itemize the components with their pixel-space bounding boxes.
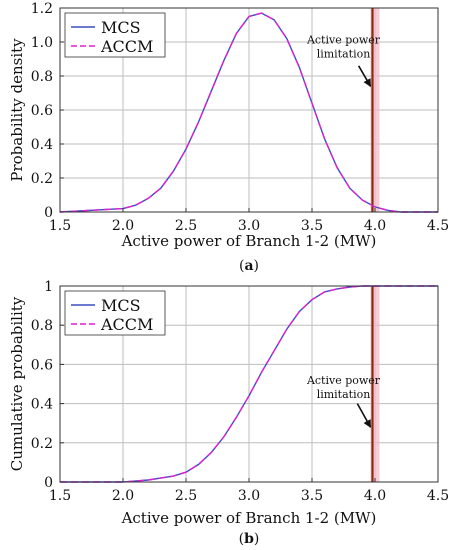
x-tick-label: 1.5: [49, 218, 71, 234]
annotation-text: Active power: [306, 34, 381, 47]
annotation-text: limitation: [317, 388, 371, 401]
legend-label-accm: ACCM: [100, 315, 153, 334]
x-axis-label: Active power of Branch 1-2 (MW): [121, 509, 377, 527]
panel-caption: (b): [239, 531, 260, 547]
x-tick-label: 3.5: [301, 488, 323, 504]
annotation-text: Active power: [306, 374, 381, 387]
legend-label-accm: ACCM: [100, 37, 153, 56]
x-tick-label: 3.5: [301, 218, 323, 234]
chart-panel-a: 1.5 2.0 2.5 3.0 3.5 4.0 4.5 0 0.2 0.4 0.6 0.8 1.0 1.2…: [8, 1, 449, 274]
x-tick-label: 4.0: [364, 488, 386, 504]
x-tick-label: 2.0: [112, 488, 134, 504]
y-tick-label: 0.2: [31, 171, 53, 187]
legend-label-mcs: MCS: [101, 18, 141, 37]
series-line-accm: [59, 12, 438, 213]
x-tick-label: 4.0: [364, 218, 386, 234]
y-tick-label: 0.2: [31, 436, 53, 452]
y-tick-label: 0: [44, 475, 53, 491]
y-tick-label: 0.8: [31, 318, 53, 334]
legend-box: [64, 12, 166, 58]
x-tick-label: 1.5: [49, 488, 71, 504]
x-tick-label: 4.5: [427, 488, 449, 504]
limit-band: [370, 286, 380, 482]
legend-box: [64, 290, 166, 336]
chart-panel-b: 1.5 2.0 2.5 3.0 3.5 4.0 4.5 0 0.2 0.4 0.6 0.8 1 Activ…: [8, 279, 449, 547]
annotation-text: limitation: [317, 48, 371, 61]
y-tick-label: 0.8: [31, 69, 53, 85]
y-tick-label: 0.6: [31, 357, 53, 373]
x-tick-label: 2.0: [112, 218, 134, 234]
x-tick-label: 4.5: [427, 218, 449, 234]
x-tick-label: 3.0: [238, 218, 260, 234]
panel-caption: (a): [239, 258, 259, 274]
y-tick-label: 0.4: [31, 397, 53, 413]
limit-band: [370, 8, 380, 212]
legend-label-mcs: MCS: [101, 296, 141, 315]
annotation-arrow: [356, 403, 372, 428]
y-tick-label: 1.2: [31, 1, 53, 17]
x-tick-label: 3.0: [238, 488, 260, 504]
y-tick-label: 0.4: [31, 137, 53, 153]
y-tick-label: 0: [44, 205, 53, 221]
y-axis-label: Cumulative probability: [8, 296, 26, 471]
x-tick-label: 2.5: [175, 488, 197, 504]
y-axis-label: Probability density: [8, 38, 26, 182]
x-axis-label: Active power of Branch 1-2 (MW): [121, 232, 377, 250]
y-tick-label: 0.6: [31, 103, 53, 119]
annotation-arrow: [357, 65, 372, 88]
y-tick-label: 1.0: [31, 35, 53, 51]
y-tick-label: 1: [44, 279, 53, 295]
x-tick-label: 2.5: [175, 218, 197, 234]
